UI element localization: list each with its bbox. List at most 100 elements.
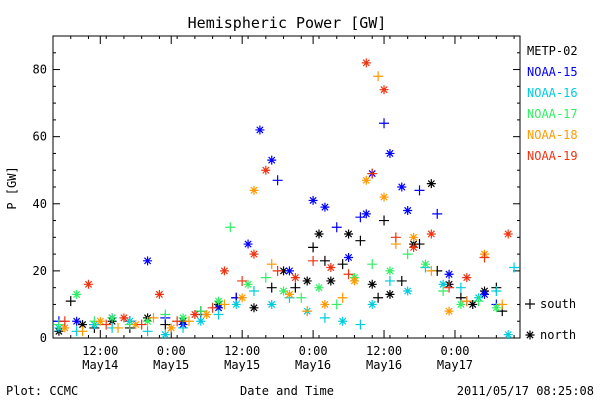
data-point-north [361, 175, 371, 185]
y-tick-label: 0 [40, 331, 47, 345]
data-point-north [444, 269, 454, 279]
footer-credit: Plot: CCMC [6, 384, 78, 398]
x-tick-label-date: May15 [224, 358, 260, 372]
data-point-north [379, 85, 389, 95]
data-point-north [462, 273, 472, 283]
data-point-north [284, 266, 294, 276]
data-point-north [438, 279, 448, 289]
data-point-south [355, 319, 366, 330]
data-point-north [444, 306, 454, 316]
data-point-north [95, 316, 105, 326]
x-tick-label-date: May15 [153, 358, 189, 372]
data-point-south [101, 319, 112, 330]
data-point-south [160, 309, 171, 320]
series-noaa-19 [59, 58, 513, 330]
data-point-north [320, 202, 330, 212]
data-point-south [426, 265, 437, 276]
y-axis-label: P [GW] [5, 166, 19, 209]
data-point-north [361, 58, 371, 68]
data-point-north [385, 266, 395, 276]
x-tick-label-time: 0:00 [299, 344, 328, 358]
data-point-north [196, 316, 206, 326]
data-point-north [284, 289, 294, 299]
data-point-north [308, 195, 318, 205]
data-point-north [214, 296, 224, 306]
data-point-north [367, 279, 377, 289]
data-point-north [143, 316, 153, 326]
data-point-north [361, 209, 371, 219]
data-point-north [420, 259, 430, 269]
data-point-north [385, 148, 395, 158]
data-point-south [355, 235, 366, 246]
data-point-south [308, 255, 319, 266]
data-point-north [231, 299, 241, 309]
data-point-north [190, 310, 200, 320]
data-point-north [178, 313, 188, 323]
data-point-north [409, 232, 419, 242]
data-point-south [183, 316, 194, 327]
data-point-south [65, 296, 76, 307]
legend-marker-label: south [540, 297, 576, 311]
x-tick-label-date: May16 [295, 358, 331, 372]
legend-marker-plus [525, 299, 535, 309]
series-noaa-17 [53, 222, 501, 330]
data-point-south [491, 286, 502, 297]
data-point-south [479, 252, 490, 263]
data-point-north [166, 323, 176, 333]
y-axis: 0 20 40 60 80 [33, 35, 520, 345]
data-point-south [260, 272, 271, 283]
data-point-north [60, 323, 70, 333]
data-point-north [72, 289, 82, 299]
legend-marker-label: north [540, 328, 576, 342]
data-point-north [320, 299, 330, 309]
data-point-south [172, 316, 183, 327]
data-point-north [338, 316, 348, 326]
data-point-north [385, 289, 395, 299]
data-point-south [319, 312, 330, 323]
legend-item: METP-02 [527, 44, 578, 58]
legend-item: NOAA-19 [527, 149, 578, 163]
data-point-north [367, 299, 377, 309]
data-point-south [438, 286, 449, 297]
data-point-south [319, 255, 330, 266]
data-point-north [397, 182, 407, 192]
data-point-north [403, 205, 413, 215]
data-point-north [249, 249, 259, 259]
marker-legend: south north [525, 297, 576, 342]
series-metp-02 [54, 179, 508, 336]
data-point-north [503, 330, 513, 340]
data-point-south [384, 275, 395, 286]
x-axis: 12:00May140:00May1512:00May150:00May1612… [52, 36, 515, 372]
data-point-north [214, 303, 224, 313]
data-point-north [219, 266, 229, 276]
data-point-south [497, 299, 508, 310]
data-point-north [480, 289, 490, 299]
data-point-north [491, 303, 501, 313]
data-point-south [266, 282, 277, 293]
data-point-north [290, 273, 300, 283]
x-axis-label: Date and Time [240, 384, 334, 398]
data-point-north [344, 252, 354, 262]
footer-timestamp: 2011/05/17 08:25:08 [457, 384, 594, 398]
data-point-north [267, 299, 277, 309]
y-tick-label: 80 [33, 63, 47, 77]
legend-item: NOAA-16 [527, 86, 578, 100]
data-point-north [403, 286, 413, 296]
data-point-south [461, 296, 472, 307]
data-point-north [267, 155, 277, 165]
data-point-south [290, 282, 301, 293]
data-point-south [302, 306, 313, 317]
data-point-north [119, 313, 129, 323]
data-point-south [213, 309, 224, 320]
data-point-south [331, 222, 342, 233]
x-tick-label-time: 12:00 [82, 344, 118, 358]
data-point-south [331, 299, 342, 310]
data-point-north [344, 229, 354, 239]
data-point-south [343, 269, 354, 280]
legend-item: NOAA-17 [527, 107, 578, 121]
data-point-south [509, 262, 520, 273]
data-point-south [402, 249, 413, 260]
data-point-south [379, 118, 390, 129]
data-point-south [225, 222, 236, 233]
data-point-north [279, 266, 289, 276]
